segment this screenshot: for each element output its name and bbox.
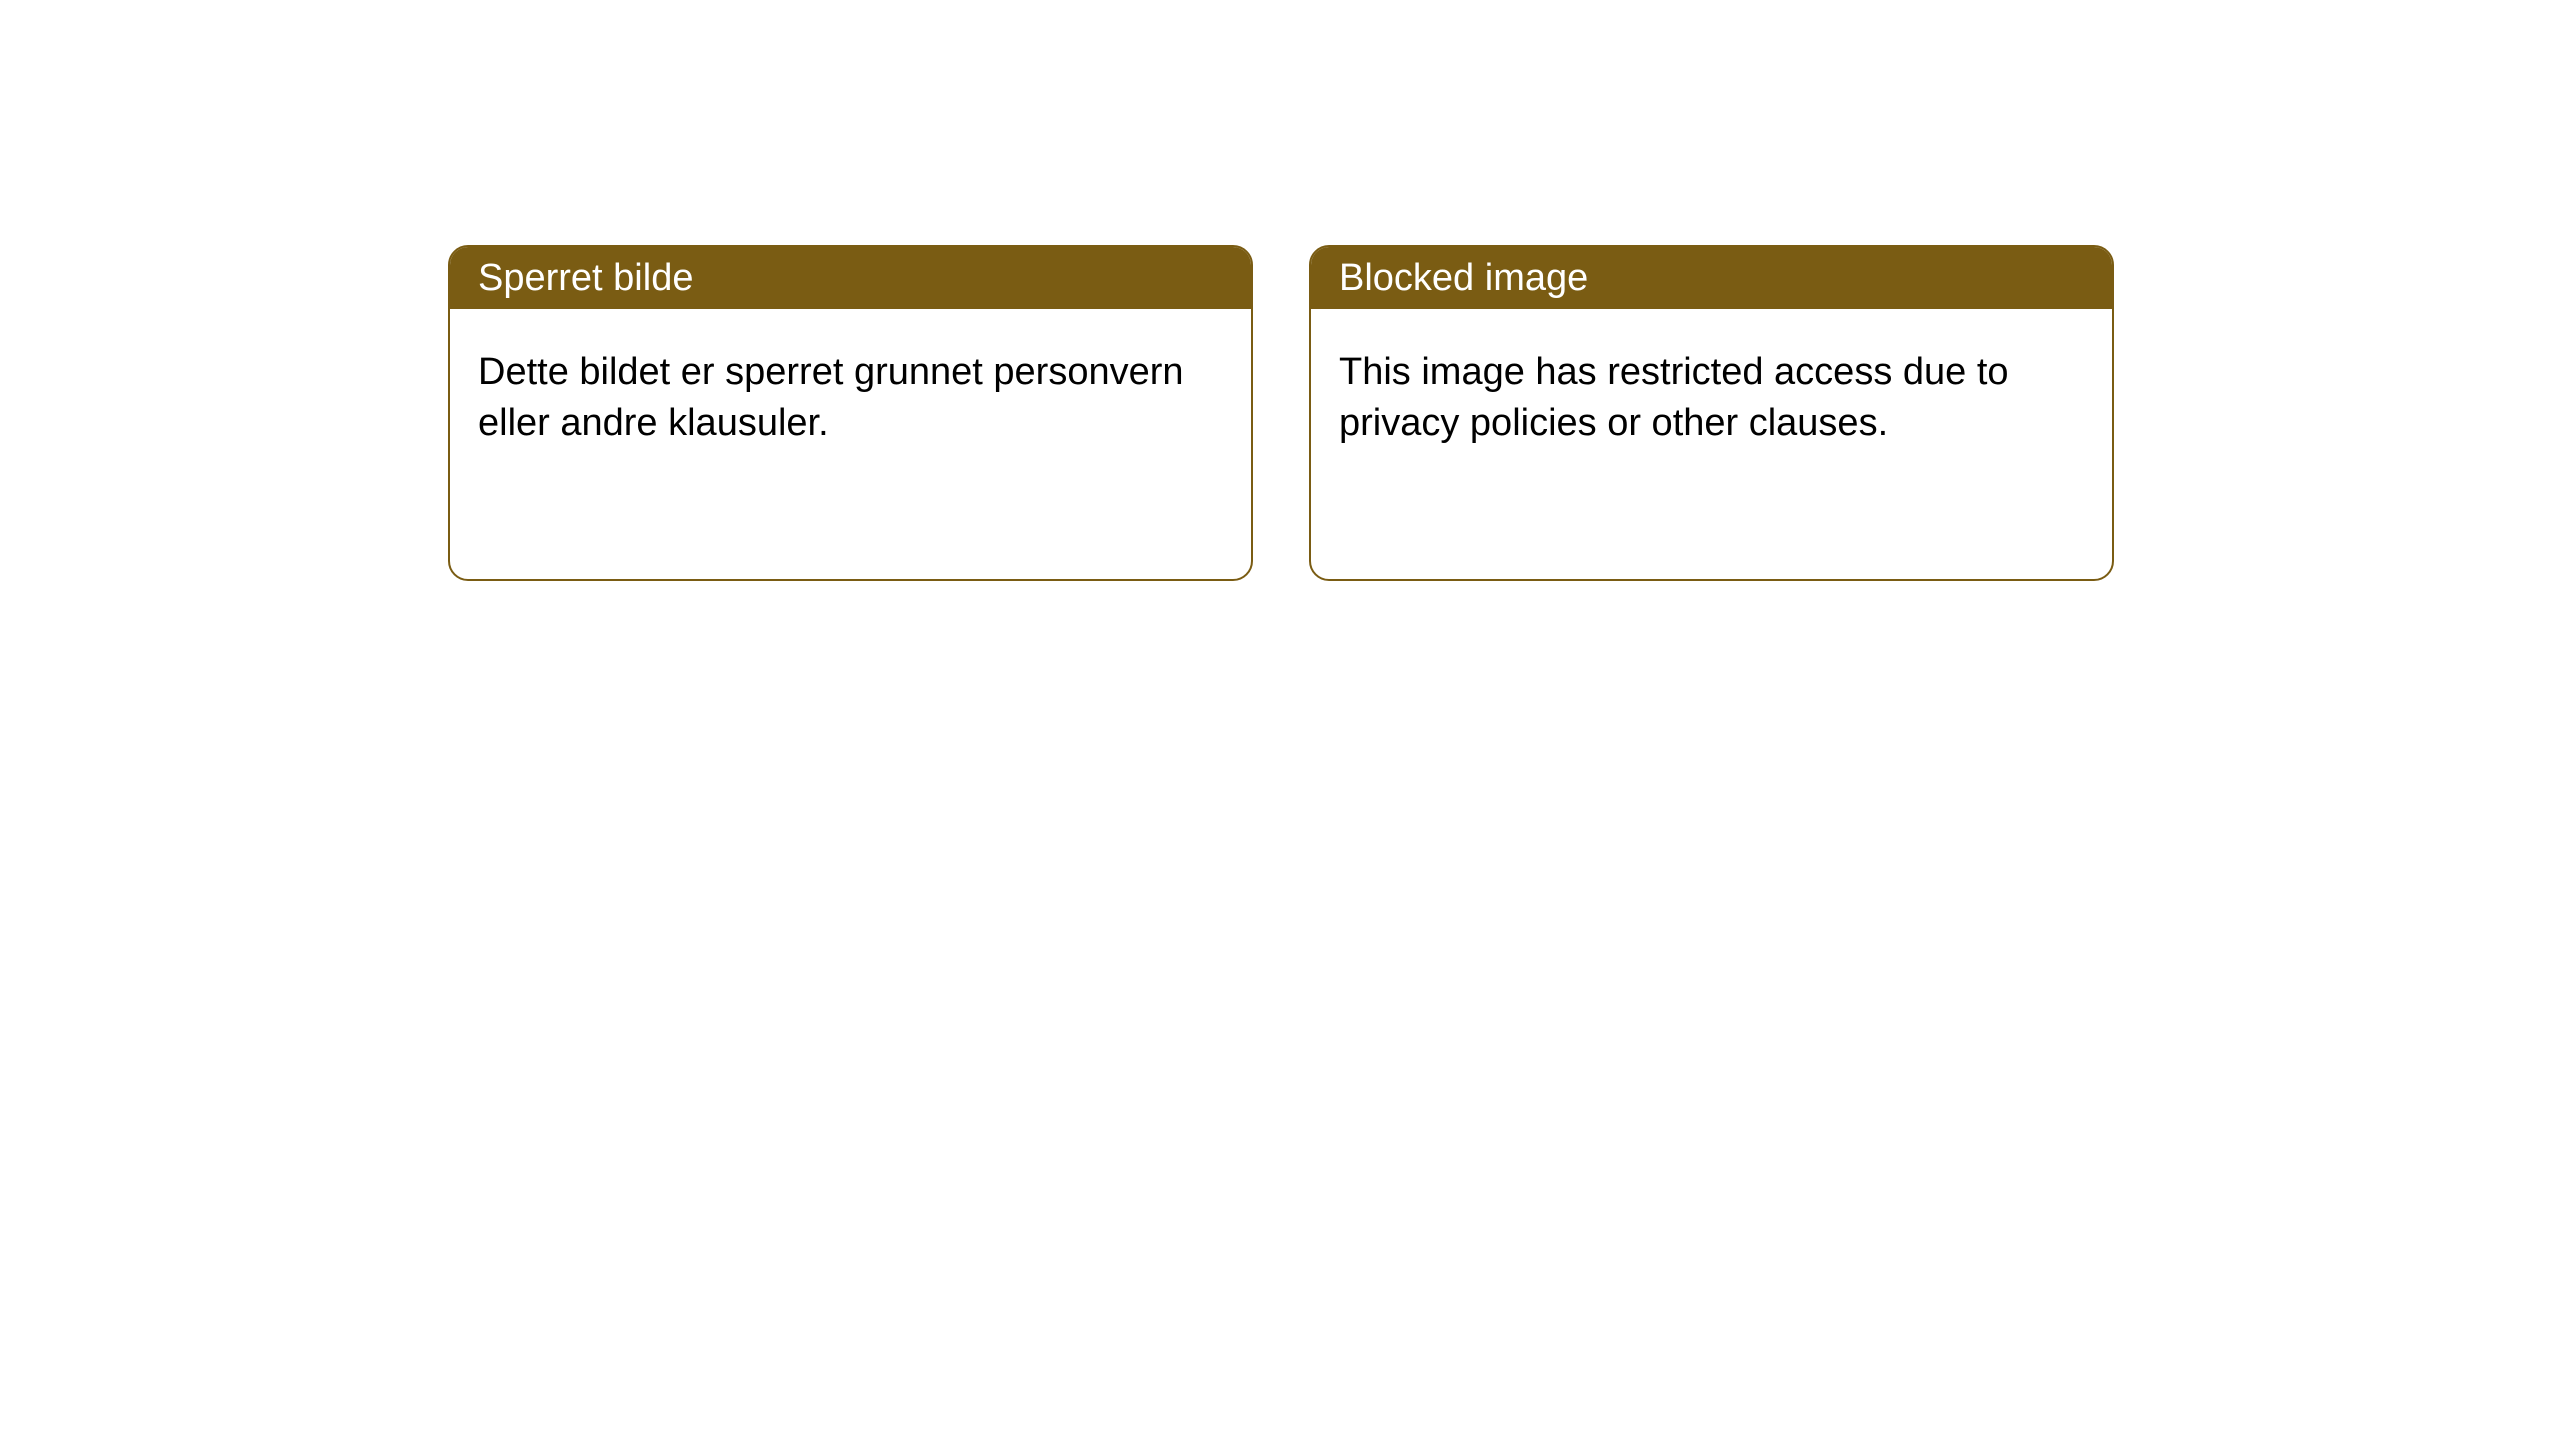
notice-card-title: Sperret bilde [450,247,1251,309]
notice-cards-container: Sperret bilde Dette bildet er sperret gr… [448,245,2114,581]
notice-card-title: Blocked image [1311,247,2112,309]
notice-card-body: Dette bildet er sperret grunnet personve… [450,309,1251,488]
notice-card-body: This image has restricted access due to … [1311,309,2112,488]
notice-card-english: Blocked image This image has restricted … [1309,245,2114,581]
notice-card-norwegian: Sperret bilde Dette bildet er sperret gr… [448,245,1253,581]
